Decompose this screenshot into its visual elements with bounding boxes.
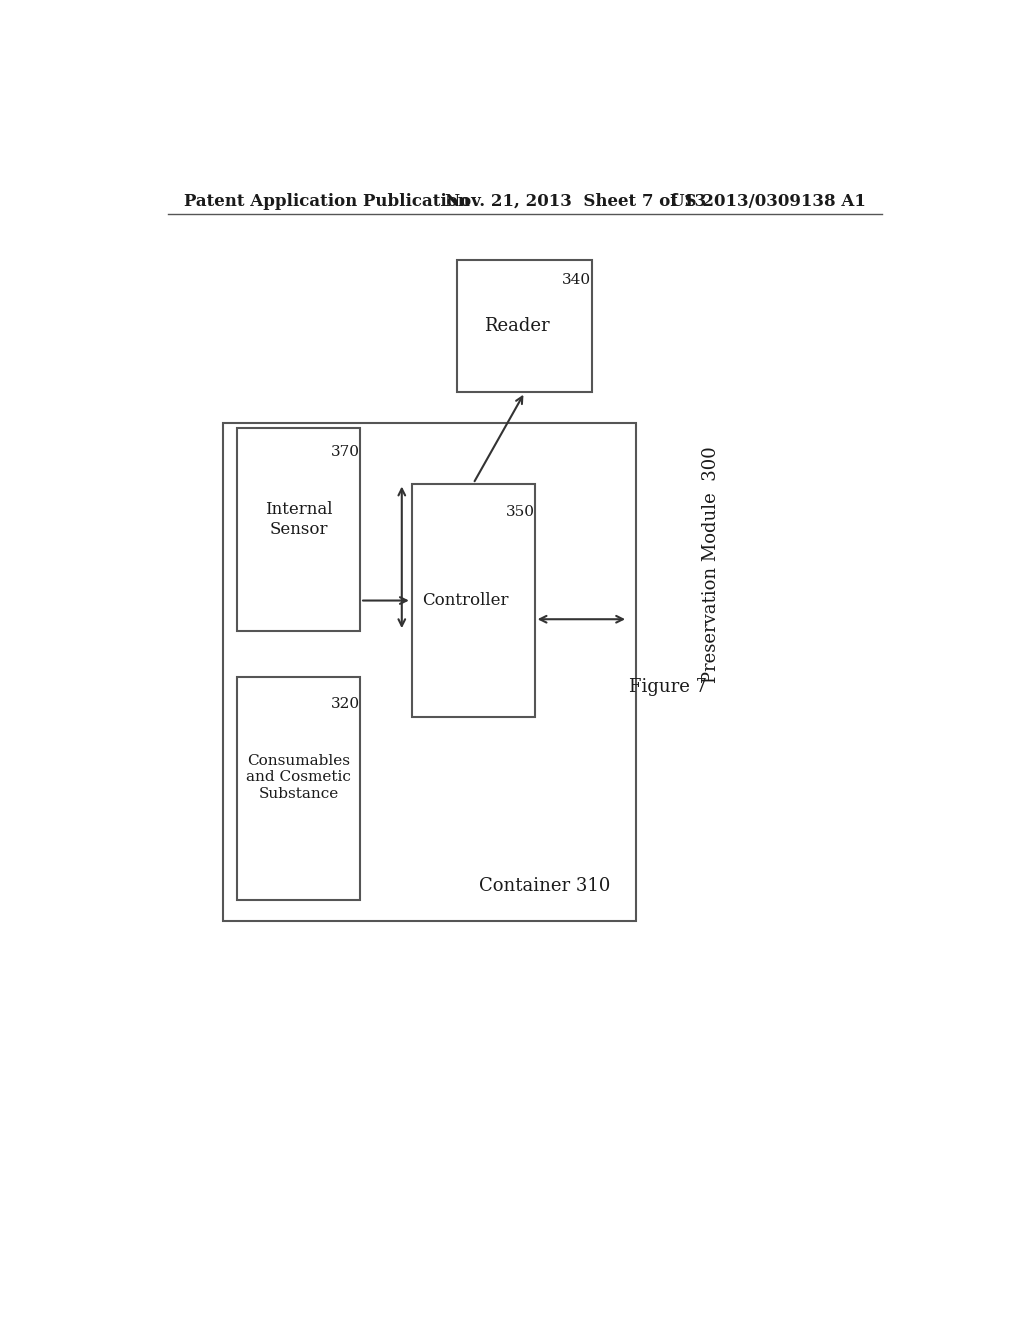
Bar xyxy=(412,483,535,718)
Text: Controller: Controller xyxy=(423,593,509,609)
Text: 350: 350 xyxy=(506,504,535,519)
Bar xyxy=(238,428,360,631)
Text: Patent Application Publication: Patent Application Publication xyxy=(183,193,469,210)
Bar xyxy=(238,677,360,900)
Text: Container 310: Container 310 xyxy=(479,876,610,895)
Text: 340: 340 xyxy=(561,273,591,286)
Text: Reader: Reader xyxy=(484,317,550,335)
Bar xyxy=(458,260,592,392)
Text: Internal
Sensor: Internal Sensor xyxy=(265,500,333,537)
Text: Nov. 21, 2013  Sheet 7 of 13: Nov. 21, 2013 Sheet 7 of 13 xyxy=(445,193,707,210)
Bar xyxy=(223,422,636,921)
Text: Preservation Module  300: Preservation Module 300 xyxy=(702,446,720,684)
Text: Figure 7: Figure 7 xyxy=(629,678,707,696)
Text: 370: 370 xyxy=(331,445,359,459)
Text: 320: 320 xyxy=(331,697,359,710)
Text: Consumables
and Cosmetic
Substance: Consumables and Cosmetic Substance xyxy=(246,754,351,801)
Text: US 2013/0309138 A1: US 2013/0309138 A1 xyxy=(670,193,866,210)
